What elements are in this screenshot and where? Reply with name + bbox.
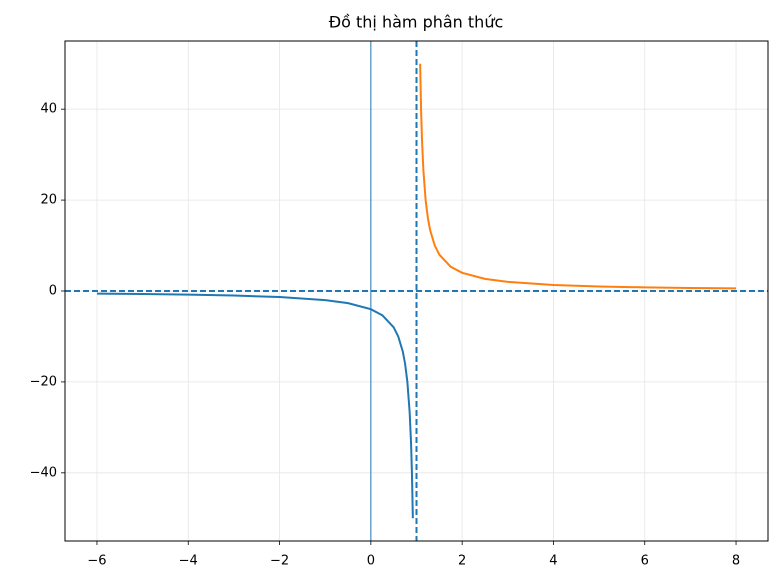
series-line: [96, 292, 414, 519]
x-tick-label: 2: [458, 554, 466, 569]
x-tick-label: 6: [641, 554, 649, 569]
x-tick-label: −4: [179, 554, 198, 569]
x-tick-label: 0: [367, 554, 375, 569]
x-tick-label: 8: [732, 554, 740, 569]
y-tick-label: −40: [30, 465, 57, 480]
chart-title: Đồ thị hàm phân thức: [329, 13, 504, 32]
plot-frame: [64, 40, 769, 542]
y-tick-label: −20: [30, 374, 57, 389]
y-tick-label: 20: [40, 193, 57, 208]
x-tick-label: 4: [549, 554, 557, 569]
x-tick-label: −2: [270, 554, 289, 569]
y-tick-label: 40: [40, 102, 57, 117]
y-tick-label: 0: [49, 284, 57, 299]
x-tick-label: −6: [87, 554, 106, 569]
series-line: [419, 63, 737, 290]
